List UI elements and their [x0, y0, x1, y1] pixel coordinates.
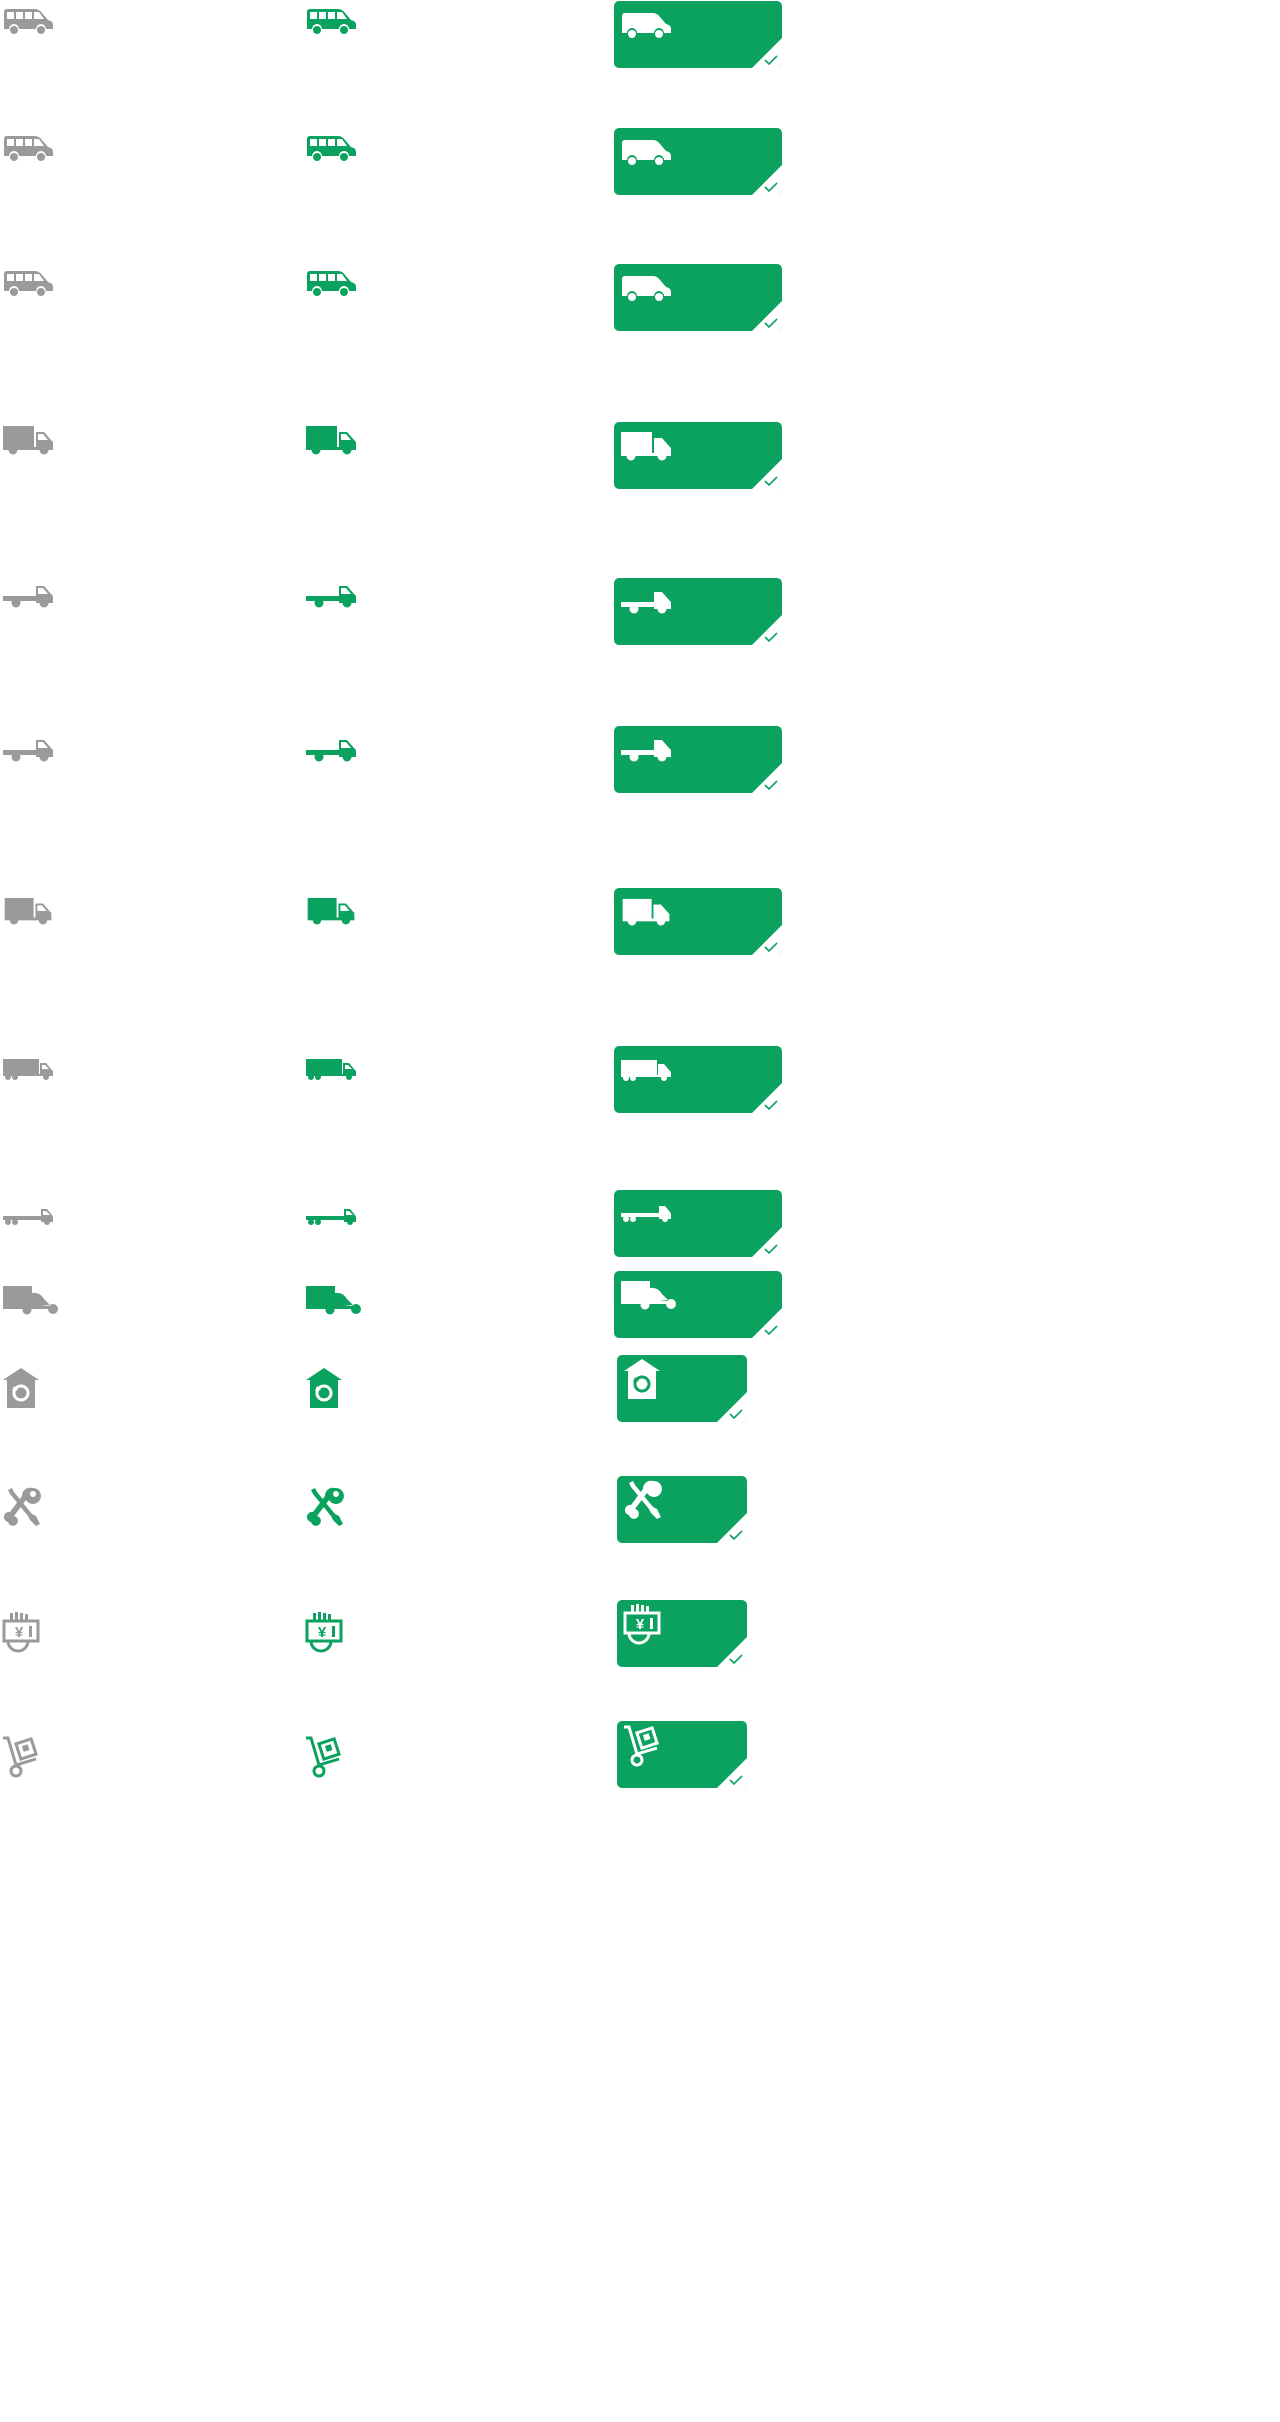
long-flatbed-truck-icon — [305, 1208, 357, 1226]
box-truck-icon — [2, 897, 54, 925]
house-refresh-icon — [623, 1358, 661, 1400]
house-refresh-icon — [2, 1367, 40, 1409]
checkmark-icon — [763, 180, 779, 193]
long-flatbed-truck-icon — [620, 1205, 672, 1223]
van-icon — [305, 135, 357, 161]
flatbed-truck-icon — [305, 738, 357, 762]
van-icon — [620, 139, 672, 165]
selected-option-card[interactable] — [617, 1355, 747, 1422]
svg-text:¥: ¥ — [318, 1624, 327, 1641]
long-box-truck-icon — [305, 1058, 357, 1080]
yuan-payment-icon: ¥ — [623, 1604, 661, 1645]
selected-option-card[interactable] — [614, 128, 782, 195]
selected-option-card[interactable] — [614, 726, 782, 793]
flatbed-truck-icon — [620, 590, 672, 614]
wrench-screwdriver-icon — [305, 1486, 345, 1528]
yuan-payment-icon: ¥ — [305, 1612, 343, 1653]
checkmark-icon — [763, 778, 779, 791]
hand-truck-icon — [2, 1735, 40, 1778]
checkmark-icon — [763, 316, 779, 329]
hand-truck-icon — [305, 1735, 343, 1778]
long-box-truck-icon — [2, 1058, 54, 1080]
selected-option-card[interactable] — [617, 1476, 747, 1543]
house-refresh-icon — [305, 1367, 343, 1409]
wrench-screwdriver-icon — [623, 1479, 663, 1521]
flatbed-truck-icon — [305, 584, 357, 608]
checkmark-icon — [728, 1407, 744, 1420]
checkmark-icon — [728, 1528, 744, 1541]
van-icon — [620, 12, 672, 38]
selected-option-card[interactable]: ¥ — [617, 1600, 747, 1667]
svg-text:¥: ¥ — [15, 1624, 24, 1641]
long-box-truck-icon — [620, 1059, 672, 1081]
van-icon — [305, 270, 357, 296]
selected-option-card[interactable] — [614, 578, 782, 645]
flatbed-truck-icon — [620, 738, 672, 762]
hand-truck-icon — [623, 1724, 661, 1767]
selected-option-card[interactable] — [614, 1, 782, 68]
selected-option-card[interactable] — [614, 422, 782, 489]
van-icon — [2, 8, 54, 34]
checkmark-icon — [728, 1773, 744, 1786]
tricycle-truck-icon — [305, 1285, 363, 1315]
checkmark-icon — [763, 940, 779, 953]
selected-option-card[interactable] — [614, 1190, 782, 1257]
van-icon — [2, 270, 54, 296]
van-icon — [620, 275, 672, 301]
selected-option-card[interactable] — [617, 1721, 747, 1788]
checkmark-icon — [763, 474, 779, 487]
checkmark-icon — [728, 1652, 744, 1665]
selected-option-card[interactable] — [614, 264, 782, 331]
box-truck-icon — [305, 897, 357, 925]
box-truck-icon — [620, 431, 672, 461]
checkmark-icon — [763, 1323, 779, 1336]
selected-option-card[interactable] — [614, 888, 782, 955]
checkmark-icon — [763, 53, 779, 66]
wrench-screwdriver-icon — [2, 1486, 42, 1528]
selected-option-card[interactable] — [614, 1271, 782, 1338]
van-icon — [2, 135, 54, 161]
box-truck-icon — [2, 425, 54, 455]
svg-text:¥: ¥ — [636, 1616, 645, 1633]
checkmark-icon — [763, 1098, 779, 1111]
box-truck-icon — [305, 425, 357, 455]
van-icon — [305, 8, 357, 34]
yuan-payment-icon: ¥ — [2, 1612, 40, 1653]
flatbed-truck-icon — [2, 584, 54, 608]
selected-option-card[interactable] — [614, 1046, 782, 1113]
checkmark-icon — [763, 630, 779, 643]
flatbed-truck-icon — [2, 738, 54, 762]
tricycle-truck-icon — [2, 1285, 60, 1315]
checkmark-icon — [763, 1242, 779, 1255]
long-flatbed-truck-icon — [2, 1208, 54, 1226]
tricycle-truck-icon — [620, 1280, 678, 1310]
box-truck-icon — [620, 898, 672, 926]
